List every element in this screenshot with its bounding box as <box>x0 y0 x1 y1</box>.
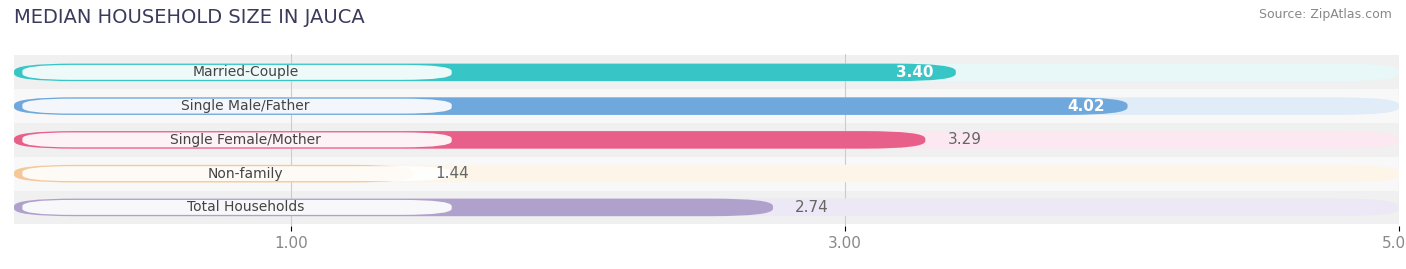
FancyBboxPatch shape <box>14 89 1399 123</box>
FancyBboxPatch shape <box>22 99 451 114</box>
FancyBboxPatch shape <box>14 63 956 81</box>
FancyBboxPatch shape <box>22 132 451 147</box>
Text: Single Male/Father: Single Male/Father <box>181 99 309 113</box>
FancyBboxPatch shape <box>22 166 451 181</box>
FancyBboxPatch shape <box>14 97 1128 115</box>
FancyBboxPatch shape <box>14 63 1399 81</box>
Text: Married-Couple: Married-Couple <box>193 65 298 79</box>
FancyBboxPatch shape <box>14 165 413 182</box>
Text: 1.44: 1.44 <box>434 166 468 181</box>
FancyBboxPatch shape <box>14 97 1399 115</box>
FancyBboxPatch shape <box>14 199 773 216</box>
Text: 3.29: 3.29 <box>948 132 981 147</box>
FancyBboxPatch shape <box>14 123 1399 157</box>
Text: Single Female/Mother: Single Female/Mother <box>170 133 321 147</box>
FancyBboxPatch shape <box>14 199 1399 216</box>
FancyBboxPatch shape <box>22 65 451 80</box>
FancyBboxPatch shape <box>22 200 451 215</box>
FancyBboxPatch shape <box>14 190 1399 224</box>
FancyBboxPatch shape <box>14 131 1399 149</box>
Text: 3.40: 3.40 <box>896 65 934 80</box>
Text: 2.74: 2.74 <box>796 200 830 215</box>
FancyBboxPatch shape <box>14 165 1399 182</box>
Text: Source: ZipAtlas.com: Source: ZipAtlas.com <box>1258 8 1392 21</box>
FancyBboxPatch shape <box>14 55 1399 89</box>
Text: Non-family: Non-family <box>208 167 283 181</box>
FancyBboxPatch shape <box>14 131 925 149</box>
Text: Total Households: Total Households <box>187 200 304 214</box>
Text: MEDIAN HOUSEHOLD SIZE IN JAUCA: MEDIAN HOUSEHOLD SIZE IN JAUCA <box>14 8 364 27</box>
FancyBboxPatch shape <box>14 157 1399 190</box>
Text: 4.02: 4.02 <box>1067 99 1105 114</box>
